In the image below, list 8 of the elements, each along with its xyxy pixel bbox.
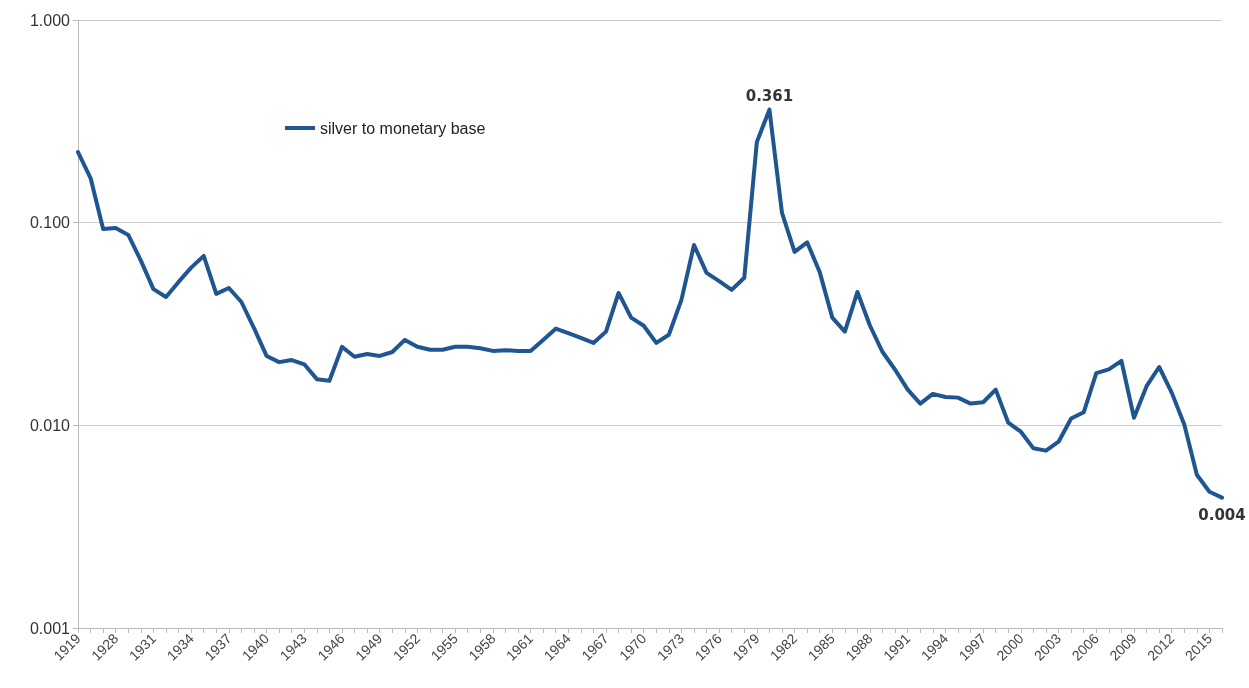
data-label: 0.361 [745, 87, 794, 106]
data-label: 0.004 [1198, 506, 1246, 525]
y-tick-label: 0.100 [29, 214, 71, 232]
line-series [76, 107, 1224, 500]
y-tick-label: 0.010 [29, 416, 71, 434]
y-tick-label: 0.001 [29, 619, 71, 637]
legend-label: silver to monetary base [320, 119, 486, 137]
y-tick-label: 1.000 [29, 11, 71, 29]
